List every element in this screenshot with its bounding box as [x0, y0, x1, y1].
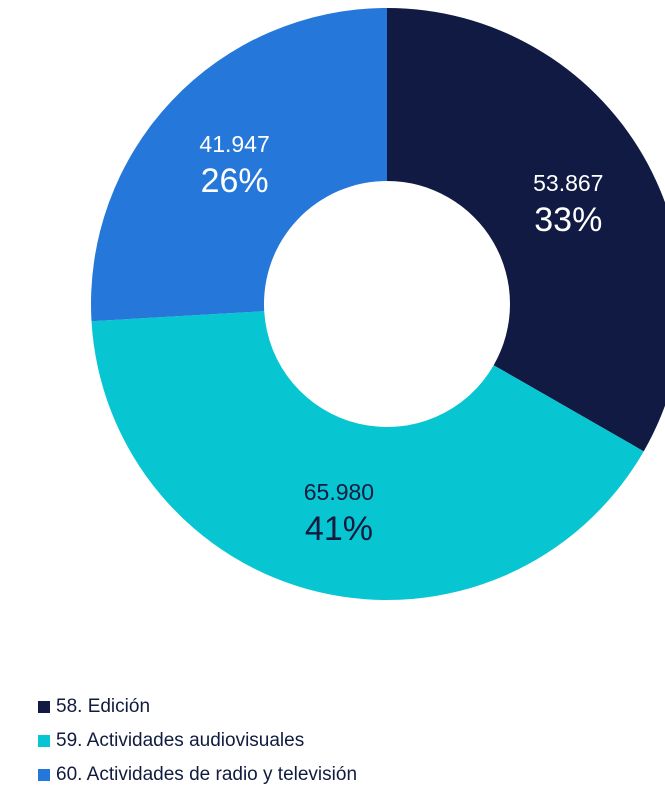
donut-slice-1 [387, 8, 665, 452]
slice-percent-label-1: 33% [534, 201, 602, 239]
slice-percent-label-2: 41% [305, 510, 373, 548]
donut-slices [91, 8, 665, 600]
legend-label-2: 59. Actividades audiovisuales [56, 730, 305, 751]
donut-chart: 53.867 33% 65.980 41% 41.947 26% [91, 8, 665, 600]
legend-item-3: 60. Actividades de radio y televisión [38, 763, 638, 787]
donut-slice-3 [91, 8, 387, 322]
legend-item-1: 58. Edición [38, 695, 638, 719]
slice-value-label-2: 65.980 [304, 479, 374, 505]
legend-label-3: 60. Actividades de radio y televisión [56, 764, 358, 785]
legend-swatch-2 [38, 735, 50, 747]
donut-labels: 53.867 33% 65.980 41% 41.947 26% [199, 131, 603, 548]
chart-legend: 58. Edición 59. Actividades audiovisuales… [38, 695, 638, 797]
legend-label-1: 58. Edición [56, 696, 151, 717]
donut-svg: 53.867 33% 65.980 41% 41.947 26% [91, 8, 665, 600]
legend-swatch-3 [38, 769, 50, 781]
legend-swatch-1 [38, 701, 50, 713]
slice-percent-label-3: 26% [201, 162, 269, 200]
slice-value-label-1: 53.867 [533, 170, 603, 196]
legend-item-2: 59. Actividades audiovisuales [38, 729, 638, 753]
donut-slice-2 [91, 311, 644, 600]
slice-value-label-3: 41.947 [199, 131, 269, 157]
